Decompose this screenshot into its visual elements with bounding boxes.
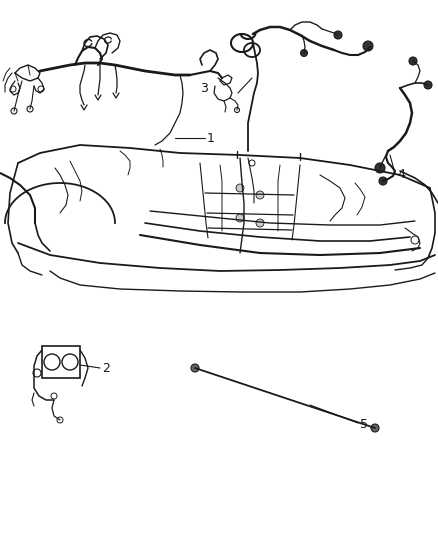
Circle shape xyxy=(334,31,342,39)
Text: 3: 3 xyxy=(200,82,208,94)
Circle shape xyxy=(236,214,244,222)
Circle shape xyxy=(375,163,385,173)
Circle shape xyxy=(256,191,264,199)
Circle shape xyxy=(371,424,379,432)
Text: 2: 2 xyxy=(102,361,110,375)
Bar xyxy=(42,346,80,378)
Text: 1: 1 xyxy=(207,132,215,144)
Circle shape xyxy=(363,41,373,51)
Text: 4: 4 xyxy=(397,168,405,182)
Circle shape xyxy=(300,50,307,56)
Circle shape xyxy=(409,57,417,65)
Circle shape xyxy=(424,81,432,89)
Circle shape xyxy=(256,219,264,227)
Text: 5: 5 xyxy=(360,417,368,431)
Circle shape xyxy=(379,177,387,185)
Circle shape xyxy=(191,364,199,372)
Circle shape xyxy=(236,184,244,192)
